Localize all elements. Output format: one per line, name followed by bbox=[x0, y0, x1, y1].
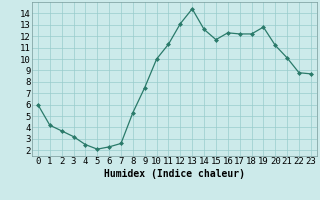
X-axis label: Humidex (Indice chaleur): Humidex (Indice chaleur) bbox=[104, 169, 245, 179]
